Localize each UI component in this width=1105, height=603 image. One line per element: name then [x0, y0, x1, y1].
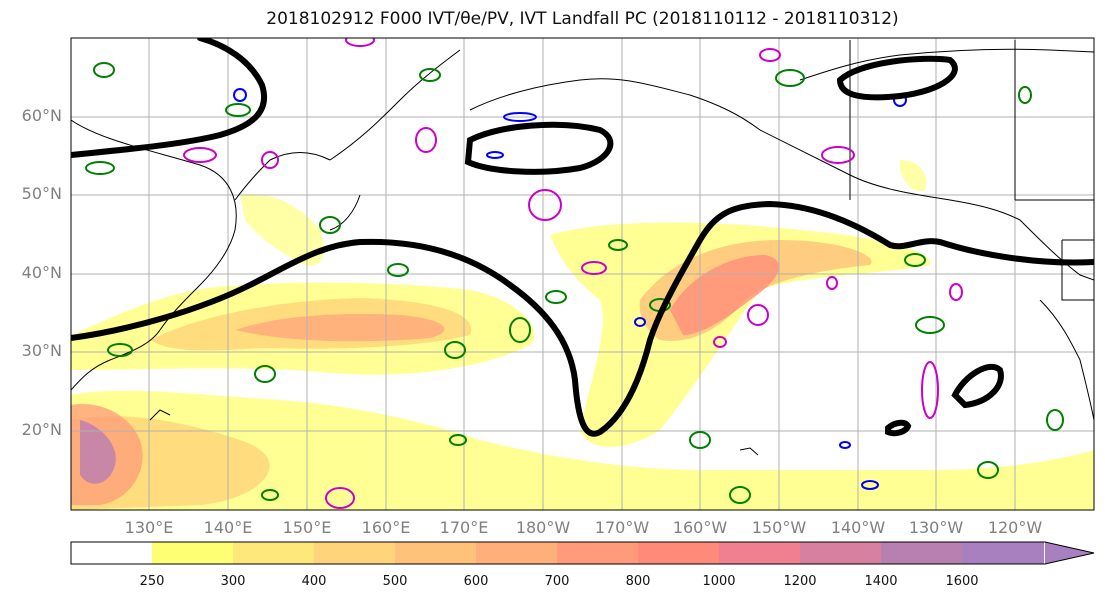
lon-tick-140w: 140°W	[830, 518, 886, 537]
lon-tick-160e: 160°E	[361, 518, 411, 537]
lat-tick-50: 50°N	[21, 184, 62, 203]
lon-tick-140e: 140°E	[203, 518, 253, 537]
theta-e-contours	[85, 62, 1064, 504]
coastlines	[71, 40, 1094, 456]
lon-tick-170e: 170°E	[439, 518, 489, 537]
lon-tick-130w: 130°W	[908, 518, 964, 537]
lon-tick-170w: 170°W	[594, 518, 650, 537]
cb-label-700: 700	[544, 574, 570, 589]
cb-label-300: 300	[220, 574, 246, 589]
cb-label-250: 250	[139, 574, 165, 589]
plot-frame	[70, 37, 1095, 511]
lat-tick-20: 20°N	[21, 420, 62, 439]
lon-tick-120w: 120°W	[987, 518, 1043, 537]
lon-tick-160w: 160°W	[672, 518, 728, 537]
lat-tick-40: 40°N	[21, 263, 62, 282]
cb-label-500: 500	[382, 574, 408, 589]
cb-label-800: 800	[625, 574, 651, 589]
graticule	[71, 38, 1094, 510]
cb-label-1000: 1000	[702, 574, 736, 589]
cb-label-1400: 1400	[864, 574, 898, 589]
lat-tick-60: 60°N	[21, 106, 62, 125]
cb-label-1600: 1600	[945, 574, 979, 589]
cb-label-1200: 1200	[783, 574, 817, 589]
pv-contours	[183, 38, 963, 509]
lat-tick-30: 30°N	[21, 341, 62, 360]
lon-tick-180w: 180°W	[515, 518, 571, 537]
ivt-pc-contours	[71, 38, 1094, 437]
cb-label-600: 600	[463, 574, 489, 589]
lon-tick-130e: 130°E	[124, 518, 174, 537]
cb-label-400: 400	[301, 574, 327, 589]
lon-tick-150e: 150°E	[282, 518, 332, 537]
figure-title: 2018102912 F000 IVT/θe/PV, IVT Landfall …	[266, 9, 899, 29]
lon-tick-150w: 150°W	[751, 518, 807, 537]
